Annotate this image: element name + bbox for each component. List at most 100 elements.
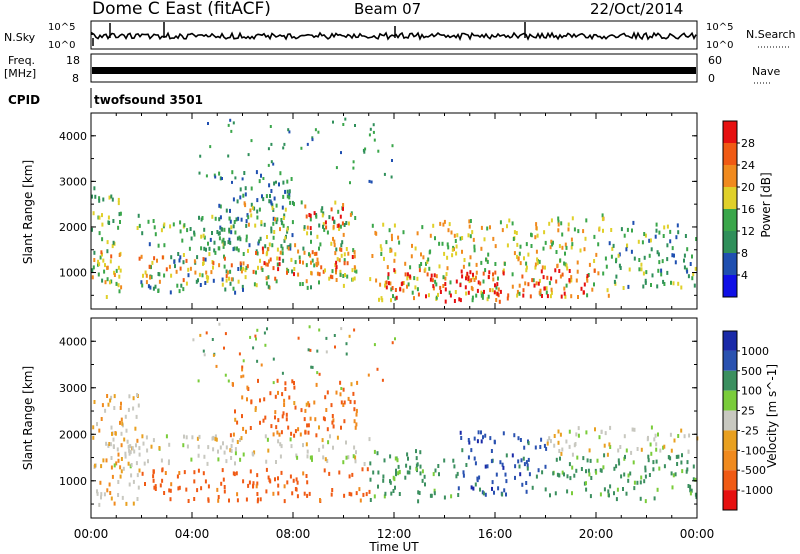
data-cell	[322, 224, 324, 229]
data-cell	[117, 452, 120, 457]
data-cell	[245, 234, 248, 239]
data-cell	[218, 322, 221, 326]
data-cell	[334, 251, 337, 256]
data-cell	[216, 487, 219, 492]
data-cell	[415, 463, 418, 468]
data-cell	[136, 393, 139, 397]
data-cell	[289, 246, 292, 251]
data-cell	[536, 257, 539, 262]
data-cell	[470, 285, 473, 290]
data-cell	[501, 228, 504, 233]
data-cell	[490, 459, 493, 464]
data-cell	[627, 478, 630, 483]
cpid-value: twofsound 3501	[94, 93, 203, 107]
data-cell	[545, 286, 548, 291]
data-cell	[555, 250, 558, 254]
data-cell	[389, 480, 392, 485]
data-cell	[404, 272, 407, 277]
data-cell	[586, 274, 589, 278]
data-cell	[525, 268, 528, 273]
data-cell	[458, 297, 461, 302]
data-cell	[477, 430, 480, 435]
data-cell	[286, 179, 289, 184]
data-cell	[487, 275, 490, 280]
data-cell	[211, 436, 214, 441]
data-cell	[316, 271, 319, 276]
data-cell	[486, 259, 489, 264]
data-cell	[318, 246, 320, 251]
data-cell	[332, 224, 335, 229]
data-cell	[393, 258, 396, 263]
data-cell	[205, 174, 208, 178]
data-cell	[230, 129, 233, 133]
data-cell	[609, 484, 612, 489]
data-cell	[102, 458, 105, 463]
data-cell	[438, 472, 440, 477]
data-cell	[227, 379, 230, 383]
data-cell	[435, 295, 438, 300]
data-cell	[281, 371, 284, 375]
data-cell	[640, 475, 643, 480]
data-cell	[256, 209, 259, 214]
data-cell	[624, 454, 626, 459]
data-cell	[306, 231, 309, 236]
data-cell	[557, 219, 560, 224]
data-cell	[295, 453, 298, 458]
data-cell	[110, 395, 113, 400]
data-cell	[307, 430, 310, 435]
data-cell	[282, 411, 285, 416]
data-cell	[368, 179, 371, 183]
data-cell	[256, 492, 259, 496]
data-cell	[146, 448, 149, 453]
data-cell	[113, 394, 116, 399]
data-cell	[477, 280, 480, 285]
data-cell	[346, 274, 349, 279]
data-cell	[471, 295, 474, 300]
data-cell	[100, 464, 103, 469]
data-cell	[373, 138, 376, 142]
data-cell	[573, 227, 576, 232]
data-cell	[506, 243, 509, 248]
data-cell	[219, 215, 222, 220]
data-cell	[231, 438, 234, 443]
data-cell	[522, 288, 525, 293]
data-cell	[563, 286, 566, 291]
data-cell	[110, 194, 113, 199]
data-cell	[459, 236, 462, 241]
data-cell	[223, 485, 226, 489]
data-cell	[101, 222, 104, 227]
data-cell	[161, 467, 164, 472]
data-cell	[214, 437, 217, 442]
power-ylabel: Slant Range [km]	[21, 160, 35, 264]
data-cell	[182, 443, 185, 448]
data-cell	[489, 288, 492, 293]
data-cell	[293, 401, 296, 405]
data-cell	[286, 270, 288, 275]
data-cell	[234, 417, 237, 422]
data-cell	[553, 443, 556, 448]
data-cell	[297, 272, 300, 277]
data-cell	[470, 278, 473, 283]
data-cell	[367, 373, 370, 377]
data-cell	[259, 258, 261, 263]
data-cell	[234, 447, 237, 452]
data-cell	[370, 180, 373, 184]
data-cell	[339, 247, 341, 252]
data-cell	[278, 432, 281, 437]
data-cell	[118, 212, 121, 217]
data-cell	[369, 498, 372, 502]
data-cell	[212, 447, 215, 452]
data-cell	[293, 272, 295, 277]
data-cell	[505, 492, 507, 497]
data-cell	[157, 272, 160, 276]
data-cell	[204, 281, 207, 285]
data-cell	[633, 480, 636, 485]
data-cell	[558, 449, 561, 453]
data-cell	[576, 455, 579, 460]
data-cell	[93, 400, 96, 404]
data-cell	[311, 365, 314, 369]
y-tick-label: 1000	[59, 475, 87, 488]
colorbar-tick-label: 24	[741, 159, 755, 172]
data-cell	[468, 224, 471, 229]
